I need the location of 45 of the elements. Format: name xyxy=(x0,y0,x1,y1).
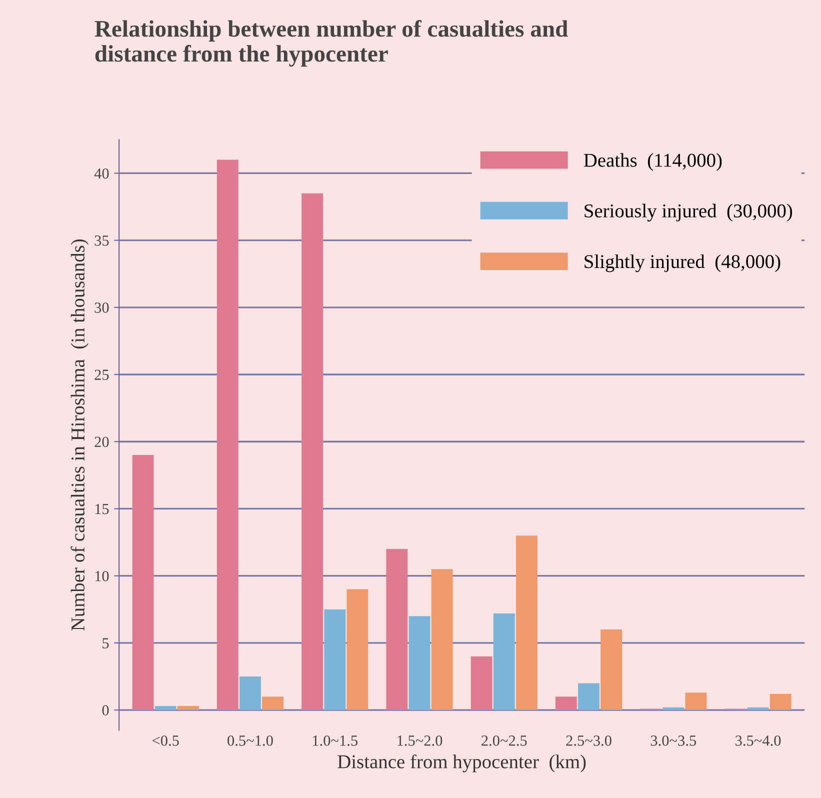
y-tick-label: 30 xyxy=(94,302,109,313)
y-tick-label: 35 xyxy=(94,235,109,246)
bar xyxy=(662,707,684,710)
legend-label: Deaths (114,000) xyxy=(584,153,722,171)
bar xyxy=(555,696,577,710)
y-tick-label: 20 xyxy=(94,436,109,448)
bar xyxy=(600,630,622,710)
bar xyxy=(346,589,368,710)
x-tick-label: 2.5~3.0 xyxy=(566,735,612,746)
bar xyxy=(132,455,154,710)
bar xyxy=(685,692,707,710)
bar xyxy=(431,569,453,710)
x-tick-label: 1.0~1.5 xyxy=(312,735,358,746)
y-tick-label: 25 xyxy=(94,370,109,380)
chart-title: Relationship between number of casualties and distance from the hypocenter xyxy=(94,20,568,67)
bar xyxy=(216,160,238,710)
y-tick-label: 5 xyxy=(102,638,109,648)
y-tick-label: 0 xyxy=(102,705,109,716)
x-tick-label: 3.0~3.5 xyxy=(650,735,696,746)
x-tick-label: 0.5~1.0 xyxy=(228,735,273,746)
bar xyxy=(770,694,792,710)
bar xyxy=(516,536,538,710)
bar xyxy=(262,696,284,710)
bar xyxy=(747,707,769,710)
bar xyxy=(470,656,492,710)
bar xyxy=(177,706,199,710)
bar xyxy=(408,616,430,710)
x-tick-label: 3.5~4.0 xyxy=(736,735,781,746)
bar xyxy=(240,676,261,710)
y-tick-label: 15 xyxy=(95,504,109,514)
x-tick-label: 2.0~2.5 xyxy=(482,735,527,746)
y-axis-title: Number of casualties in Hiroshima (in thousands) xyxy=(70,239,88,631)
legend-label: Seriously injured (30,000) xyxy=(584,204,792,222)
x-tick-label: 1.5~2.0 xyxy=(398,735,442,746)
x-tick-label: <0.5 xyxy=(152,735,179,746)
legend-label: Slightly injured (48,000) xyxy=(584,254,780,272)
bar xyxy=(386,548,408,710)
y-tick-label: 40 xyxy=(94,168,109,179)
bar xyxy=(578,683,600,710)
bar xyxy=(324,609,346,710)
bar xyxy=(493,613,515,710)
x-axis-title: Distance from hypocenter (km) xyxy=(338,754,586,772)
y-tick-label: 10 xyxy=(95,570,109,582)
bar xyxy=(302,193,324,710)
bar xyxy=(154,706,176,710)
